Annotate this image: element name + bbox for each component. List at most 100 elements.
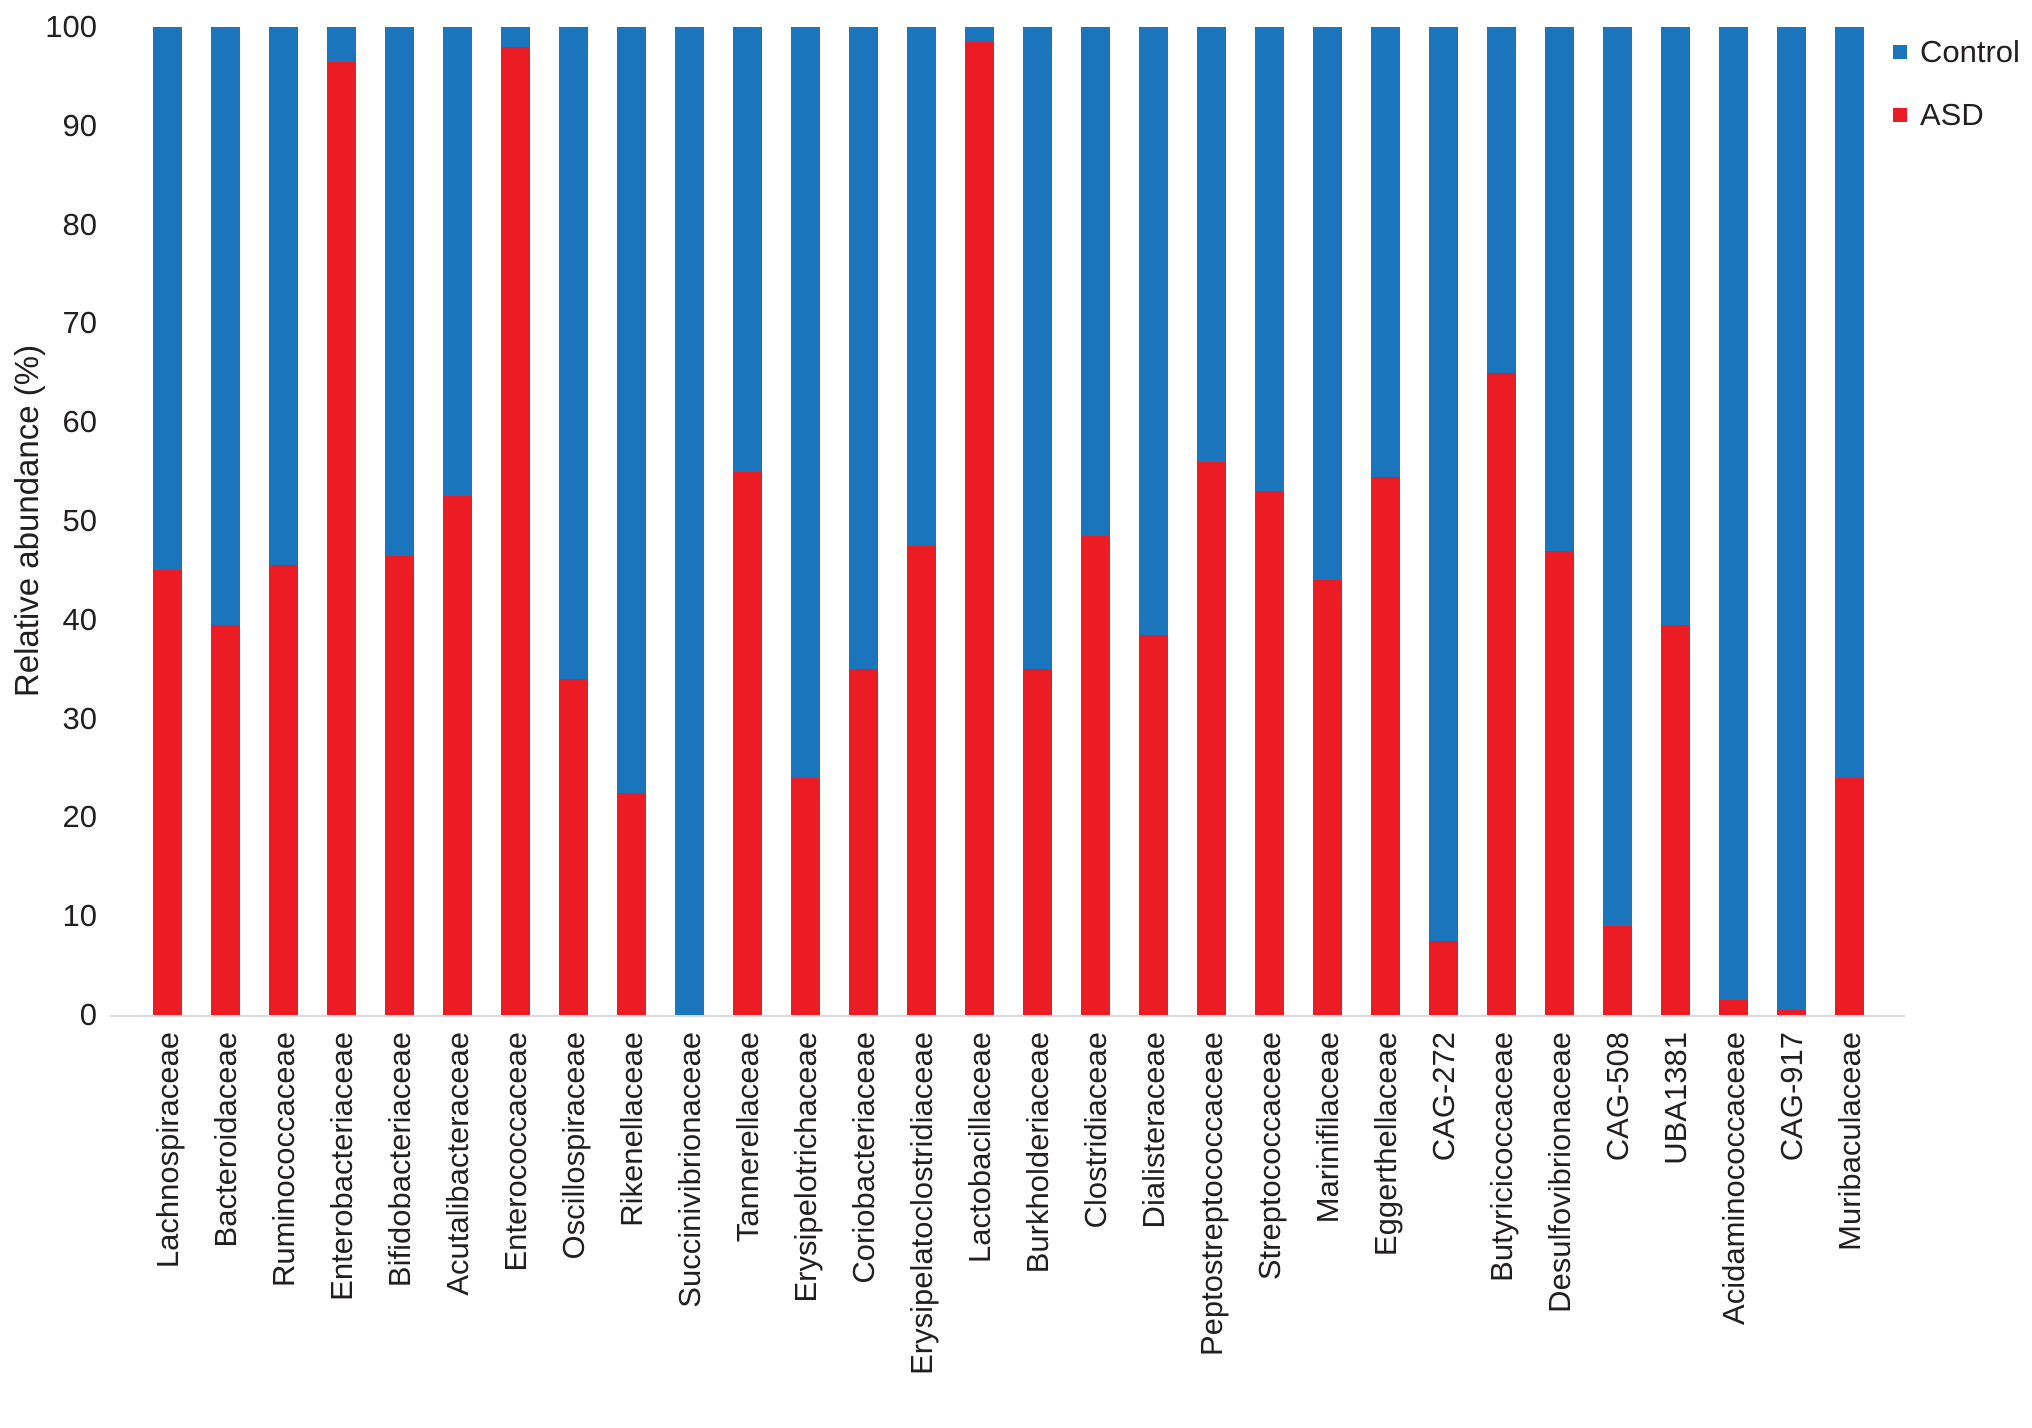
bar-group-streptococcaceae <box>1255 27 1284 1015</box>
bar-segment-asd <box>1545 550 1574 1015</box>
bar-segment-asd <box>965 41 994 1015</box>
bar-group-eggerthellaceae <box>1371 27 1400 1015</box>
bar-group-bacteroidaceae <box>211 27 240 1015</box>
y-tick-label-70: 70 <box>62 305 97 341</box>
x-tick-label-bacteroidaceae: Bacteroidaceae <box>207 1032 243 1248</box>
bar-segment-asd <box>1719 1000 1748 1015</box>
bar-segment-control <box>907 27 936 546</box>
x-tick-label-bifidobacteriaceae: Bifidobacteriaceae <box>381 1032 417 1288</box>
bar-segment-control <box>1719 27 1748 1001</box>
bar-group-erysipelatoclostridiaceae <box>907 27 936 1015</box>
y-tick-label-100: 100 <box>45 9 97 44</box>
bar-segment-asd <box>1313 580 1342 1015</box>
y-tick-label-80: 80 <box>62 206 97 242</box>
bar-group-lactobacillaceae <box>965 27 994 1015</box>
bar-segment-control <box>965 27 994 42</box>
y-tick-label-0: 0 <box>79 997 97 1032</box>
bar-group-uba1381 <box>1661 27 1690 1015</box>
x-tick-label-clostridiaceae: Clostridiaceae <box>1077 1032 1113 1229</box>
bar-segment-control <box>675 27 704 1015</box>
bar-segment-asd <box>1139 634 1168 1015</box>
x-tick-label-rikenellaceae: Rikenellaceae <box>613 1032 649 1227</box>
control-swatch-icon <box>1893 45 1907 59</box>
bar-group-butyricicoccaceae <box>1487 27 1516 1015</box>
bar-segment-control <box>559 27 588 680</box>
bar-group-bifidobacteriaceae <box>385 27 414 1015</box>
bar-segment-asd <box>1777 1010 1806 1015</box>
bar-group-acidaminococcaceae <box>1719 27 1748 1015</box>
x-tick-label-streptococcaceae: Streptococcaceae <box>1251 1032 1287 1281</box>
bar-segment-control <box>269 27 298 566</box>
bar-segment-asd <box>443 496 472 1015</box>
y-tick-label-10: 10 <box>62 898 97 934</box>
bar-segment-asd <box>559 679 588 1015</box>
bar-segment-asd <box>1835 777 1864 1015</box>
bar-group-cag-508 <box>1603 27 1632 1015</box>
x-tick-label-eggerthellaceae: Eggerthellaceae <box>1367 1032 1403 1257</box>
bar-group-oscillospiraceae <box>559 27 588 1015</box>
bar-group-burkholderiaceae <box>1023 27 1052 1015</box>
bar-segment-asd <box>791 777 820 1015</box>
legend-label-asd: ASD <box>1920 97 1984 132</box>
bar-segment-control <box>617 27 646 793</box>
bar-group-lachnospiraceae <box>153 27 182 1015</box>
bar-segment-control <box>1661 27 1690 625</box>
x-tick-label-dialisteraceae: Dialisteraceae <box>1135 1032 1171 1229</box>
bar-segment-asd <box>907 545 936 1015</box>
bar-group-peptostreptococcaceae <box>1197 27 1226 1015</box>
x-tick-label-acutalibacteraceae: Acutalibacteraceae <box>439 1032 475 1296</box>
x-tick-label-peptostreptococcaceae: Peptostreptococcaceae <box>1193 1032 1229 1356</box>
bar-segment-control <box>211 27 240 625</box>
y-tick-label-60: 60 <box>62 404 97 440</box>
bar-segment-asd <box>153 570 182 1015</box>
asd-swatch-icon <box>1893 108 1907 122</box>
x-tick-label-tannerellaceae: Tannerellaceae <box>729 1032 765 1243</box>
bar-segment-asd <box>617 792 646 1015</box>
bar-segment-control <box>1487 27 1516 373</box>
plot-area <box>110 27 1890 1015</box>
bar-group-enterobacteriaceae <box>327 27 356 1015</box>
y-tick-label-40: 40 <box>62 601 97 637</box>
y-tick-label-50: 50 <box>62 503 97 538</box>
x-tick-label-marinifilaceae: Marinifilaceae <box>1309 1032 1345 1224</box>
bar-segment-asd <box>1023 669 1052 1015</box>
bar-segment-asd <box>385 555 414 1015</box>
bar-segment-asd <box>733 471 762 1015</box>
bar-group-coriobacteriaceae <box>849 27 878 1015</box>
y-tick-label-30: 30 <box>62 700 97 736</box>
y-tick-label-90: 90 <box>62 107 97 143</box>
x-tick-label-cag-272: CAG-272 <box>1425 1032 1461 1162</box>
bar-group-clostridiaceae <box>1081 27 1110 1015</box>
bar-group-cag-917 <box>1777 27 1806 1015</box>
bar-segment-control <box>1081 27 1110 536</box>
x-tick-label-succinivibrionaceae: Succinivibrionaceae <box>671 1032 707 1308</box>
bar-segment-asd <box>1255 491 1284 1015</box>
y-tick-label-20: 20 <box>62 799 97 835</box>
bar-segment-control <box>1545 27 1574 551</box>
x-tick-label-acidaminococcaceae: Acidaminococcaceae <box>1715 1032 1751 1325</box>
bar-segment-asd <box>849 669 878 1015</box>
x-tick-label-muribaculaceae: Muribaculaceae <box>1831 1032 1867 1251</box>
bar-segment-control <box>1603 27 1632 927</box>
bar-segment-control <box>1197 27 1226 462</box>
bar-segment-asd <box>1429 940 1458 1015</box>
bar-segment-control <box>153 27 182 571</box>
bar-segment-control <box>1313 27 1342 581</box>
bar-segment-asd <box>501 46 530 1015</box>
x-tick-label-enterobacteriaceae: Enterobacteriaceae <box>323 1032 359 1301</box>
bar-segment-control <box>791 27 820 778</box>
x-tick-label-desulfovibrionaceae: Desulfovibrionaceae <box>1541 1032 1577 1313</box>
bar-segment-control <box>443 27 472 497</box>
bar-segment-control <box>849 27 878 670</box>
x-tick-label-burkholderiaceae: Burkholderiaceae <box>1019 1032 1055 1274</box>
bar-group-desulfovibrionaceae <box>1545 27 1574 1015</box>
bar-group-ruminococcaceae <box>269 27 298 1015</box>
bar-segment-control <box>733 27 762 472</box>
x-tick-label-cag-508: CAG-508 <box>1599 1032 1635 1162</box>
bar-segment-asd <box>1603 926 1632 1015</box>
bar-segment-control <box>1835 27 1864 778</box>
bar-group-cag-272 <box>1429 27 1458 1015</box>
bar-segment-asd <box>1081 535 1110 1015</box>
bar-group-tannerellaceae <box>733 27 762 1015</box>
bar-segment-control <box>327 27 356 62</box>
